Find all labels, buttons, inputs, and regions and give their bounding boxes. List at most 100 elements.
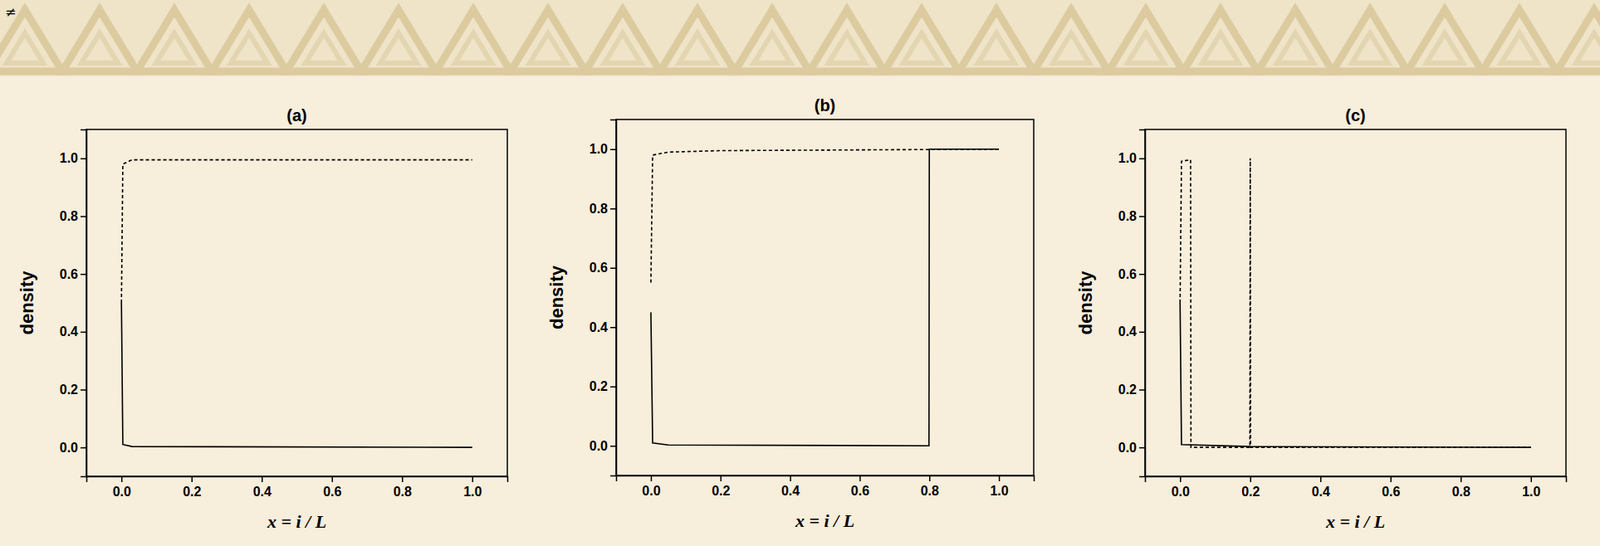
y-tick: 0.0 (1118, 440, 1145, 456)
decor-triangle (585, 9, 661, 72)
y-tick-label: 0.4 (1118, 324, 1137, 339)
decor-triangle (959, 9, 1034, 72)
y-tick: 0.2 (1118, 382, 1145, 397)
x-tick: 0.2 (1241, 476, 1260, 500)
y-tick-label: 0.8 (1118, 209, 1137, 224)
y-tick: 0.4 (59, 324, 87, 339)
x-tick: 0.4 (1311, 476, 1331, 500)
y-tick-mark (1139, 447, 1145, 450)
x-tick-label: 0.8 (393, 484, 412, 500)
decor-triangle (62, 9, 138, 72)
y-tick-label: 1.0 (59, 151, 79, 166)
y-tick-label: 0.0 (1118, 440, 1137, 456)
y-tick: 0.6 (1118, 267, 1145, 282)
x-axis: 0.00.20.40.60.81.0 (616, 475, 1035, 499)
y-tick-mark (1139, 274, 1145, 276)
decor-triangle (305, 33, 343, 64)
y-tick: 0.0 (59, 440, 87, 456)
panel: 0.00.20.40.60.81.00.00.20.40.60.81.0(a)x… (16, 106, 509, 533)
x-tick: 0.8 (920, 475, 940, 499)
decor-triangle (1575, 33, 1600, 64)
decor-triangle (1202, 33, 1239, 64)
y-axis-title: density (1075, 270, 1097, 336)
y-tick-label: 1.0 (589, 141, 608, 157)
x-tick-label: 0.6 (1381, 484, 1400, 500)
x-tick: 0.6 (851, 475, 870, 499)
x-tick-mark (332, 476, 334, 483)
x-tick-mark (789, 475, 792, 482)
decor-triangle (230, 33, 268, 64)
solid-line (1179, 303, 1532, 448)
solid-line (650, 149, 999, 447)
x-tick: 0.2 (182, 476, 201, 500)
decor-triangle (1426, 33, 1463, 64)
panel: 0.00.20.40.60.81.00.00.20.40.60.81.0(b)x… (546, 96, 1035, 532)
x-axis-line (1145, 477, 1567, 484)
x-axis-title: x = i / L (266, 511, 327, 533)
decor-band (0, 0, 1600, 77)
y-axis: 0.00.20.40.60.81.0 (59, 130, 88, 478)
x-tick-mark (859, 475, 862, 482)
y-tick-mark (80, 332, 87, 334)
decor-triangle (1482, 9, 1557, 72)
y-tick-mark (80, 447, 87, 450)
y-tick-label: 0.4 (589, 320, 608, 335)
x-tick: 0.8 (393, 476, 412, 500)
decor-triangle (435, 9, 511, 72)
x-tick-mark (121, 476, 123, 483)
x-tick: 0.8 (1452, 476, 1471, 500)
decor-triangle (734, 9, 810, 72)
x-tick-label: 0.8 (1452, 484, 1471, 500)
corner-symbol: ≠ (4, 4, 16, 20)
y-tick-label: 0.6 (59, 267, 79, 282)
decor-triangle (1052, 33, 1090, 64)
decor-triangle (903, 33, 940, 64)
x-tick-mark (1320, 476, 1322, 483)
x-tick: 0.4 (781, 475, 800, 499)
x-tick-mark (720, 475, 723, 482)
y-tick-mark (1139, 158, 1145, 161)
x-tick-label: 0.8 (920, 484, 940, 499)
y-tick-mark (610, 386, 617, 389)
x-tick-label: 1.0 (1521, 484, 1541, 500)
x-axis: 0.00.20.40.60.81.0 (87, 476, 509, 500)
y-axis: 0.0 0.2 0.4 0.6 0.8 1.0 (1118, 130, 1146, 478)
y-tick-mark (80, 274, 87, 276)
decor-triangle (1407, 9, 1483, 72)
decor-triangle (679, 33, 716, 64)
y-tick: 0.4 (589, 320, 617, 335)
decor-triangle (361, 9, 436, 72)
plot-frame (1144, 129, 1566, 477)
y-tick: 0.6 (589, 260, 617, 275)
decor-triangle (6, 33, 44, 64)
canvas: ≠ 0.0 0.2 0.4 0.6 0.8 1.0 0.0 0.2 0.4 0.6 0.8 1.0 (a)… (0, 0, 1600, 546)
y-tick-mark (610, 268, 617, 270)
y-tick-label: 0.6 (1118, 267, 1137, 282)
panel: 0.00.20.40.60.81.00.00.20.40.60.81.0(c)x… (1075, 106, 1567, 533)
y-tick-label: 1.0 (1118, 151, 1137, 166)
x-tick: 0.0 (1171, 476, 1190, 500)
y-tick: 0.2 (589, 379, 617, 394)
x-tick-mark (1250, 476, 1253, 483)
panel-title: (b) (814, 96, 837, 115)
y-tick-mark (610, 445, 617, 448)
y-tick-mark (610, 327, 617, 329)
x-tick-mark (998, 475, 1001, 482)
x-tick-mark (650, 475, 653, 482)
x-tick: 0.0 (641, 475, 661, 499)
x-axis-title: x = i / L (794, 510, 855, 532)
x-axis-title: x = i / L (1325, 511, 1385, 533)
x-tick-label: 0.4 (781, 484, 800, 499)
x-tick-mark (1460, 476, 1463, 483)
x-tick-label: 0.0 (112, 484, 132, 500)
y-tick-mark (610, 208, 617, 211)
decor-triangle (1033, 9, 1109, 72)
x-tick-label: 0.4 (253, 484, 272, 500)
panel-title: (a) (286, 106, 307, 125)
x-tick-mark (191, 476, 194, 483)
decor-triangle (978, 33, 1015, 64)
x-tick-label: 1.0 (989, 484, 1008, 499)
x-tick-label: 0.2 (182, 484, 201, 500)
decor-triangle (884, 9, 960, 72)
y-tick: 1.0 (589, 141, 617, 157)
